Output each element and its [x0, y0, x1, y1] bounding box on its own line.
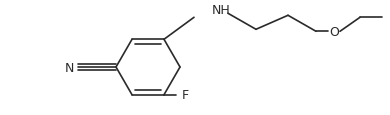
Text: N: N	[65, 61, 74, 74]
Text: O: O	[329, 26, 339, 38]
Text: NH: NH	[212, 4, 231, 17]
Text: F: F	[182, 88, 189, 101]
